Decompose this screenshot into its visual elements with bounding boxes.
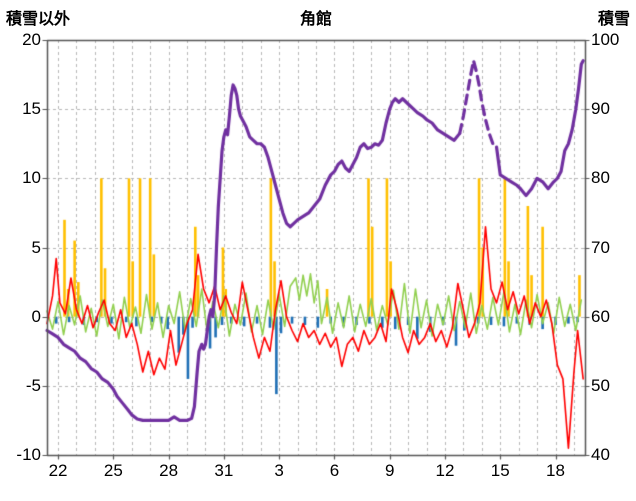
- left-axis-tick-label: -5: [25, 375, 41, 395]
- x-axis-tick-label: 25: [103, 461, 123, 480]
- x-axis-tick-label: 6: [329, 461, 340, 480]
- right-axis-tick-label: 50: [591, 375, 610, 395]
- left-axis-tick-label: 5: [31, 237, 41, 257]
- right-axis-tick-label: 100: [591, 30, 620, 49]
- x-axis-tick-label: 12: [435, 461, 455, 480]
- x-axis-tick-label: 22: [48, 461, 68, 480]
- right-axis-tick-label: 40: [591, 445, 610, 464]
- right-axis-tick-label: 90: [591, 99, 610, 119]
- x-axis-tick-label: 15: [490, 461, 510, 480]
- x-axis-tick-label: 31: [214, 461, 234, 480]
- right-axis-tick-label: 70: [591, 237, 610, 257]
- x-axis-tick-label: 9: [384, 461, 395, 480]
- x-axis-tick-label: 28: [159, 461, 179, 480]
- right-axis-tick-label: 80: [591, 168, 610, 188]
- right-axis-title: 積雪: [597, 11, 630, 28]
- left-axis-tick-label: 20: [22, 30, 41, 49]
- x-axis-tick-label: 3: [274, 461, 284, 480]
- right-axis-tick-label: 60: [591, 306, 610, 326]
- left-axis-tick-label: 10: [22, 168, 41, 188]
- x-axis-tick-label: 18: [546, 461, 565, 480]
- chart-title: 角館: [299, 11, 332, 28]
- left-axis-tick-label: -10: [16, 445, 41, 464]
- left-axis-tick-label: 15: [22, 99, 41, 119]
- left-axis-title: 積雪以外: [6, 11, 71, 28]
- left-axis-tick-label: 0: [31, 306, 41, 326]
